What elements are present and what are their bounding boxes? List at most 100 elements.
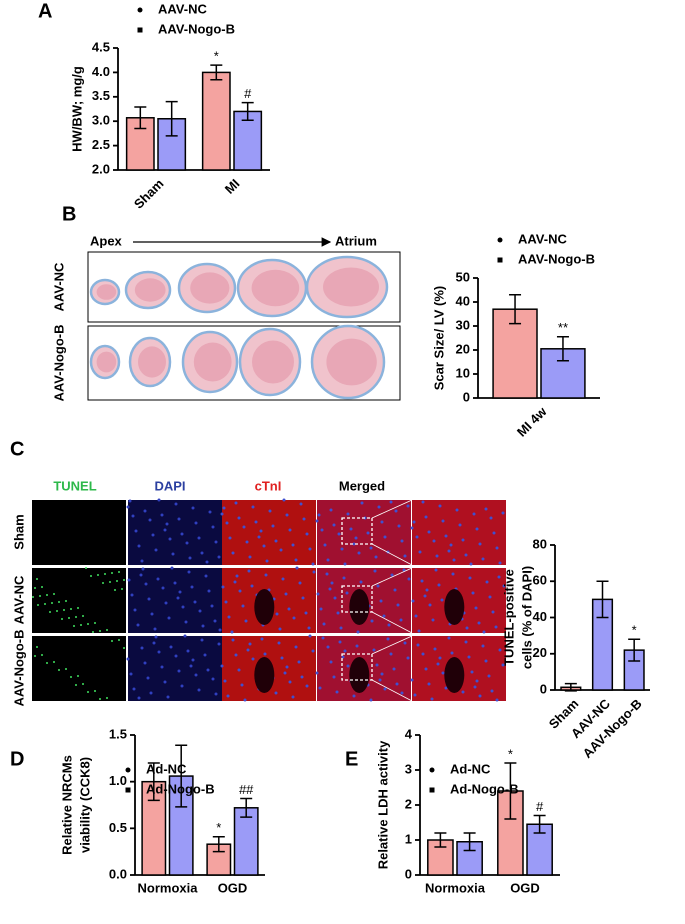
nucleus — [237, 668, 241, 672]
nucleus — [495, 698, 499, 702]
nucleus — [474, 606, 478, 610]
nucleus — [291, 695, 295, 699]
nucleus — [180, 684, 184, 688]
zoom-box — [341, 653, 373, 681]
nucleus — [433, 647, 437, 651]
heart-section — [96, 284, 117, 300]
zoom-box — [341, 585, 373, 613]
error-bar — [134, 106, 147, 130]
nucleus — [315, 671, 319, 675]
nucleus — [399, 618, 403, 622]
nucleus — [410, 678, 414, 682]
tunel-spot — [44, 603, 46, 605]
nucleus — [305, 684, 309, 688]
nucleus — [167, 616, 171, 620]
legend-marker — [429, 787, 435, 793]
nucleus — [185, 541, 189, 545]
direction-start: Apex — [90, 233, 123, 248]
nucleus — [152, 641, 156, 645]
nucleus — [154, 548, 158, 552]
nucleus — [154, 635, 158, 639]
nucleus — [434, 568, 438, 572]
nucleus — [297, 660, 301, 664]
nucleus — [487, 674, 491, 678]
nucleus — [221, 585, 225, 589]
nucleus — [213, 619, 217, 623]
nucleus — [294, 558, 298, 562]
nucleus — [441, 519, 445, 523]
nucleus — [211, 525, 215, 529]
nucleus — [400, 539, 404, 543]
nucleus — [133, 608, 137, 612]
nucleus — [475, 527, 479, 531]
nucleus — [352, 694, 356, 698]
y-tick-label: 80 — [533, 536, 547, 551]
tunel-spot — [34, 587, 36, 589]
significance: * — [508, 746, 513, 761]
error-bar — [434, 832, 447, 848]
tunel-spot — [37, 604, 39, 606]
significance: ** — [558, 320, 568, 335]
nucleus — [298, 581, 302, 585]
tunel-spot — [32, 596, 34, 598]
nucleus — [198, 609, 202, 613]
nucleus — [413, 693, 417, 697]
nucleus — [205, 560, 209, 564]
nucleus — [502, 584, 506, 588]
legend-marker — [137, 27, 143, 33]
nucleus — [226, 694, 230, 698]
nucleus — [178, 590, 182, 594]
nucleus — [283, 671, 287, 675]
nucleus — [403, 554, 407, 558]
nucleus — [230, 630, 234, 634]
y-tick-label: 3 — [405, 761, 412, 776]
nucleus — [165, 522, 169, 526]
nucleus — [428, 603, 432, 607]
nucleus — [254, 520, 258, 524]
nucleus — [375, 663, 379, 667]
nucleus — [295, 566, 299, 570]
nucleus — [245, 540, 249, 544]
nucleus — [250, 584, 254, 588]
nucleus — [360, 501, 364, 505]
nucleus — [461, 538, 465, 542]
panel-label: C — [10, 438, 24, 460]
nucleus — [183, 634, 187, 638]
nucleus — [262, 544, 266, 548]
tunel-spot — [75, 616, 77, 618]
y-axis-label: viability (CCK8) — [77, 757, 92, 853]
significance: # — [244, 86, 252, 101]
tunel-spot — [70, 676, 72, 678]
nucleus — [234, 501, 238, 505]
nucleus — [128, 499, 132, 503]
nucleus — [376, 584, 380, 588]
nucleus — [304, 611, 308, 615]
nucleus — [332, 675, 336, 679]
column-label: cTnI — [255, 478, 282, 493]
nucleus — [204, 574, 208, 578]
heart-section — [138, 346, 166, 378]
nucleus — [299, 502, 303, 506]
nucleus — [342, 576, 346, 580]
nucleus — [492, 531, 496, 535]
tunel-spot — [63, 609, 65, 611]
nucleus — [200, 638, 204, 642]
nucleus — [251, 505, 255, 509]
nucleus — [242, 525, 246, 529]
nucleus — [326, 558, 330, 562]
nucleus — [161, 586, 165, 590]
nucleus — [307, 626, 311, 630]
nucleus — [220, 512, 224, 516]
y-tick-label: 1.5 — [109, 726, 127, 741]
nucleus — [224, 600, 228, 604]
nucleus — [366, 531, 370, 535]
legend-label: Ad-NC — [146, 761, 187, 776]
nucleus — [130, 593, 134, 597]
nucleus — [469, 562, 473, 566]
y-tick-label: 4.5 — [92, 39, 110, 54]
tunel-spot — [106, 629, 108, 631]
legend-label: Ad-NC — [450, 761, 491, 776]
tunel-spot — [41, 586, 43, 588]
nucleus — [193, 600, 197, 604]
nucleus — [444, 686, 448, 690]
